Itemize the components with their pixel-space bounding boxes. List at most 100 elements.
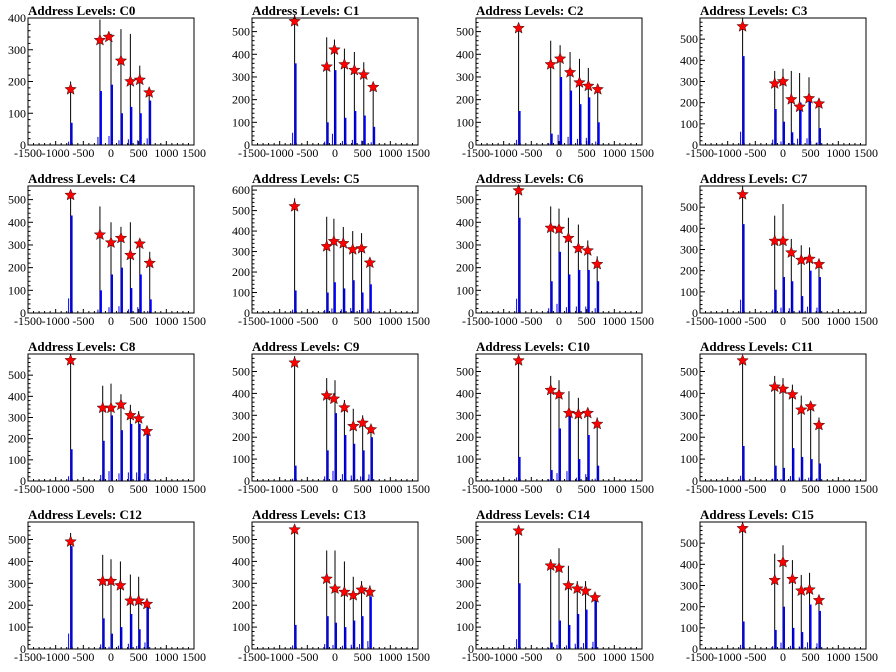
panel-title: Address Levels: C12 bbox=[28, 507, 142, 522]
histogram-panel: Address Levels: C10100200300400500-1500-… bbox=[232, 3, 430, 160]
x-tick-label: -1500 bbox=[686, 650, 714, 664]
peak-marker bbox=[581, 244, 595, 256]
x-tick-label: 500 bbox=[130, 650, 148, 664]
y-tick-label: 0 bbox=[244, 474, 250, 488]
peak-marker bbox=[288, 356, 301, 369]
x-tick-label: -1000 bbox=[714, 314, 742, 328]
y-tick-label: 500 bbox=[232, 25, 250, 39]
x-tick-label: 0 bbox=[332, 146, 338, 160]
x-tick-label: 0 bbox=[332, 650, 338, 664]
x-tick-label: -1000 bbox=[266, 146, 294, 160]
peak-marker bbox=[552, 387, 566, 400]
peak-marker bbox=[571, 582, 584, 595]
y-tick-label: 500 bbox=[232, 533, 250, 547]
peak-marker bbox=[803, 583, 816, 596]
peak-marker bbox=[544, 57, 557, 70]
y-tick-label: 100 bbox=[680, 117, 698, 131]
y-tick-label: 400 bbox=[232, 224, 250, 238]
x-tick-label: -1500 bbox=[238, 650, 266, 664]
y-tick-label: 200 bbox=[456, 430, 474, 444]
peak-marker bbox=[736, 354, 749, 366]
x-tick-label: -1000 bbox=[42, 650, 70, 664]
panel-title: Address Levels: C10 bbox=[476, 339, 590, 354]
y-tick-label: 400 bbox=[232, 386, 250, 400]
y-tick-label: 200 bbox=[232, 430, 250, 444]
x-tick-label: 1000 bbox=[826, 146, 850, 160]
y-tick-label: 100 bbox=[456, 115, 474, 129]
y-tick-label: 500 bbox=[232, 365, 250, 379]
peak-marker bbox=[364, 422, 378, 435]
y-tick-label: 100 bbox=[8, 620, 26, 634]
peak-marker bbox=[355, 583, 368, 596]
x-tick-label: 500 bbox=[578, 146, 596, 160]
peak-marker bbox=[562, 578, 575, 591]
peak-marker bbox=[768, 573, 781, 586]
y-tick-label: 500 bbox=[456, 25, 474, 39]
y-tick-label: 200 bbox=[456, 598, 474, 612]
peak-marker bbox=[795, 403, 808, 416]
histogram-panel: Address Levels: C60100200300400500-1500-… bbox=[456, 171, 654, 328]
x-tick-label: 1000 bbox=[602, 314, 626, 328]
peak-marker bbox=[512, 183, 525, 196]
peak-marker bbox=[802, 91, 816, 104]
x-tick-label: -500 bbox=[296, 314, 318, 328]
x-tick-label: 1000 bbox=[154, 482, 178, 496]
panel-title: Address Levels: C3 bbox=[700, 3, 808, 18]
x-tick-label: 0 bbox=[780, 314, 786, 328]
peak-marker bbox=[143, 256, 156, 269]
x-tick-label: 1500 bbox=[854, 482, 878, 496]
histogram-panel: Address Levels: C11 0 100 200 300 400 500 -1500… bbox=[680, 339, 878, 496]
x-tick-label: -1500 bbox=[238, 146, 266, 160]
histogram-panel: Address Levels: C80100200300400500-1500-… bbox=[8, 339, 206, 496]
y-tick-label: 500 bbox=[8, 193, 26, 207]
x-tick-label: 1500 bbox=[406, 314, 430, 328]
x-tick-label: 500 bbox=[354, 314, 372, 328]
peak-marker bbox=[64, 82, 77, 95]
histogram-panel: Address Levels: C15 0 100 200 300 400 500 -1500… bbox=[680, 507, 878, 664]
peak-marker bbox=[776, 382, 790, 395]
plot-frame bbox=[475, 521, 643, 650]
panel-title: Address Levels: C9 bbox=[252, 339, 360, 354]
y-tick-label: 600 bbox=[232, 183, 250, 197]
x-tick-label: 0 bbox=[780, 482, 786, 496]
y-tick-label: 0 bbox=[20, 138, 26, 152]
histogram-panel: Address Levels: C0 0 100 200 300 400 -1500 -100… bbox=[8, 3, 206, 160]
y-tick-label: 300 bbox=[232, 576, 250, 590]
x-tick-label: -1500 bbox=[462, 314, 490, 328]
y-tick-label: 300 bbox=[680, 75, 698, 89]
peak-marker bbox=[776, 74, 790, 87]
peak-marker bbox=[348, 63, 361, 76]
x-tick-label: 500 bbox=[578, 650, 596, 664]
y-tick-label: 500 bbox=[8, 533, 26, 547]
x-tick-label: -500 bbox=[520, 146, 542, 160]
histogram-panel: Address Levels: C12 0 100 200 300 400 500 -1500… bbox=[8, 507, 206, 664]
histogram-panel: Address Levels: C20100200300400500-1500-… bbox=[456, 3, 654, 160]
y-tick-label: 300 bbox=[8, 576, 26, 590]
peak-marker bbox=[552, 222, 566, 235]
x-tick-label: 500 bbox=[130, 146, 148, 160]
x-tick-label: 1500 bbox=[630, 314, 654, 328]
y-tick-label: 0 bbox=[20, 306, 26, 320]
x-tick-label: -1000 bbox=[490, 650, 518, 664]
y-tick-label: 500 bbox=[456, 533, 474, 547]
x-tick-label: 1000 bbox=[378, 314, 402, 328]
x-tick-label: 1500 bbox=[854, 650, 878, 664]
y-tick-label: 300 bbox=[232, 70, 250, 84]
peak-marker bbox=[93, 228, 107, 241]
peak-marker bbox=[347, 588, 360, 601]
x-tick-label: 0 bbox=[556, 146, 562, 160]
peak-marker bbox=[132, 594, 145, 607]
y-tick-label: 400 bbox=[456, 47, 474, 61]
y-tick-label: 200 bbox=[8, 261, 26, 275]
x-tick-label: 1500 bbox=[182, 314, 206, 328]
x-tick-label: -1500 bbox=[462, 482, 490, 496]
y-tick-label: 0 bbox=[468, 642, 474, 656]
y-tick-label: 400 bbox=[680, 53, 698, 67]
peak-marker bbox=[327, 392, 341, 405]
x-tick-label: 1000 bbox=[826, 650, 850, 664]
peak-marker bbox=[812, 418, 826, 431]
peak-marker bbox=[553, 52, 567, 65]
x-tick-label: -1500 bbox=[238, 482, 266, 496]
x-tick-label: 1000 bbox=[602, 650, 626, 664]
panel-title: Address Levels: C5 bbox=[252, 171, 360, 186]
